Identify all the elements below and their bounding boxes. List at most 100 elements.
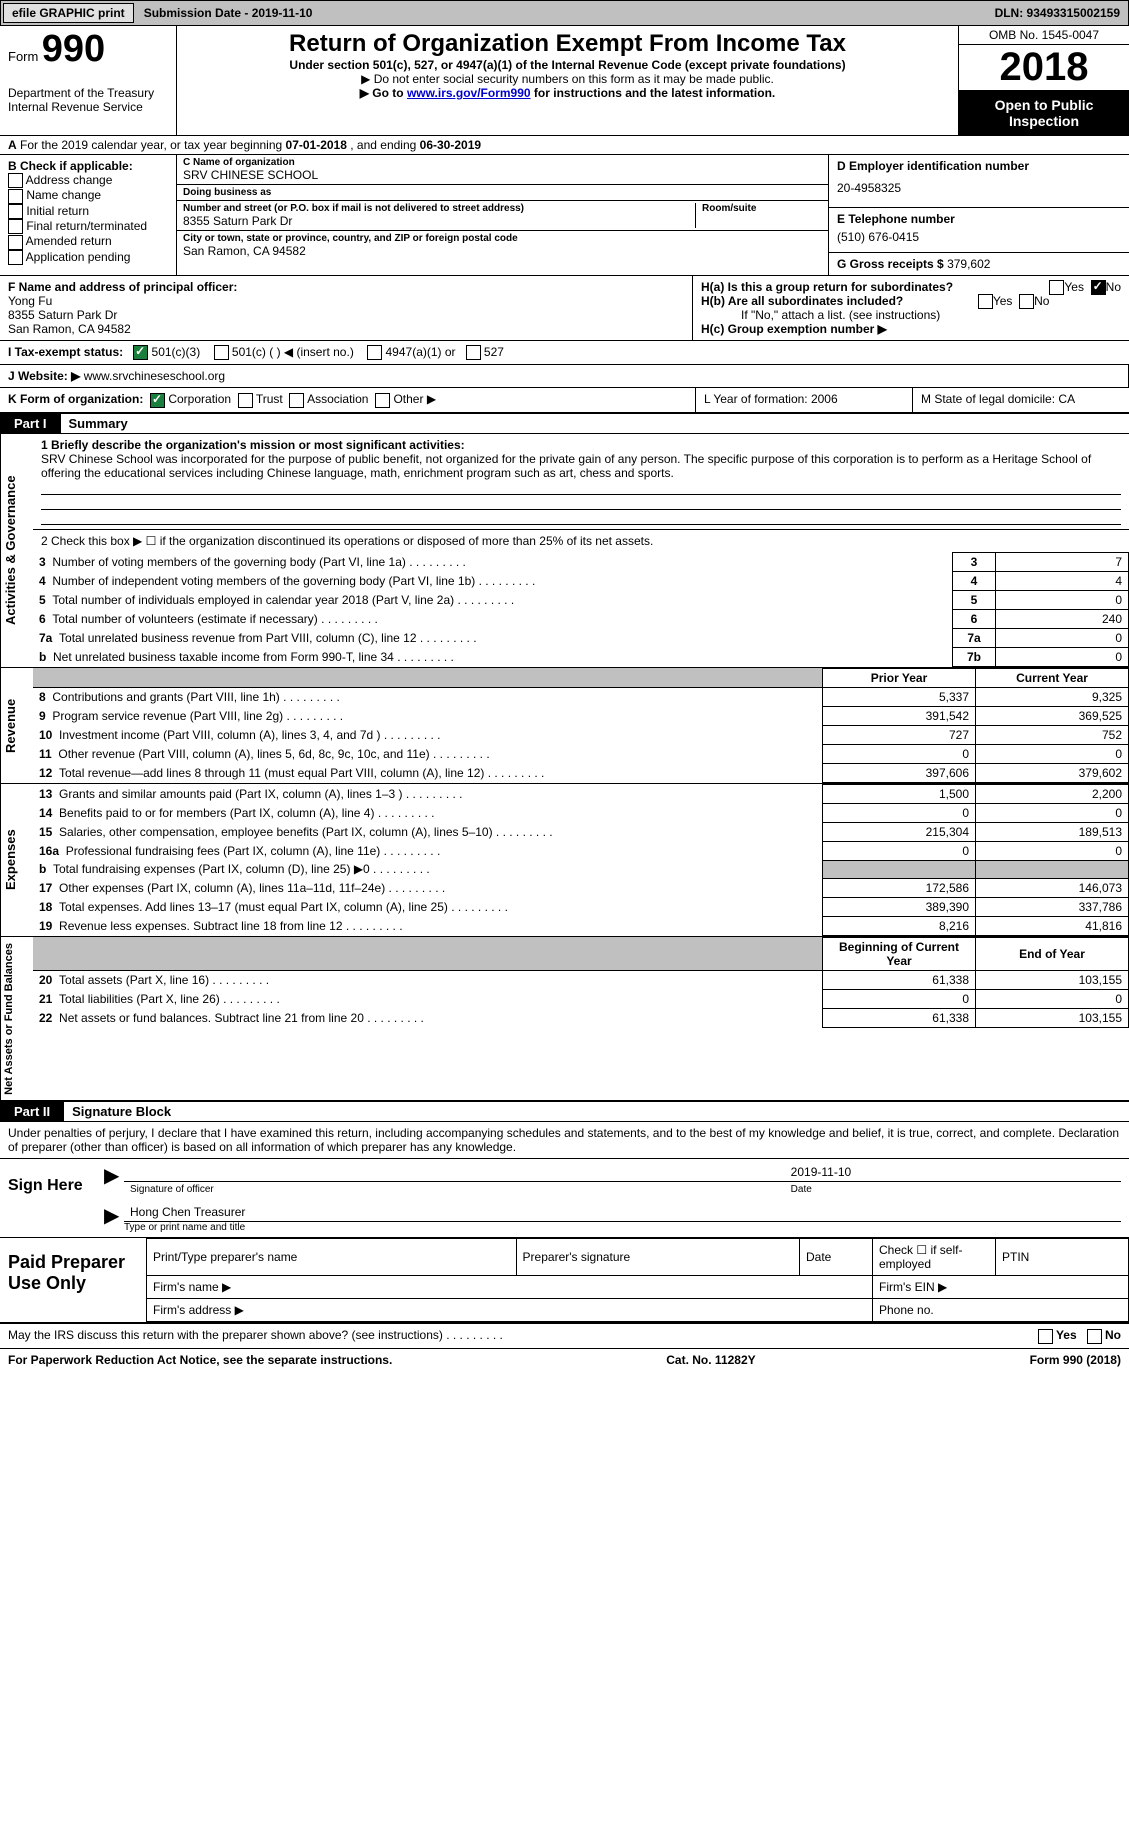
check-name-change[interactable]: Name change bbox=[8, 188, 168, 203]
side-expenses: Expenses bbox=[0, 784, 33, 936]
527-checkbox[interactable] bbox=[466, 345, 481, 360]
warning-2: ▶ Go to www.irs.gov/Form990 for instruct… bbox=[185, 86, 950, 100]
officer-typed-name: Hong Chen Treasurer bbox=[124, 1203, 1121, 1221]
tax-status: I Tax-exempt status: 501(c)(3) 501(c) ( … bbox=[0, 341, 1129, 365]
section-fh: F Name and address of principal officer:… bbox=[0, 276, 1129, 341]
side-netassets: Net Assets or Fund Balances bbox=[0, 937, 33, 1101]
efile-print-button[interactable]: efile GRAPHIC print bbox=[3, 3, 134, 23]
4947-checkbox[interactable] bbox=[367, 345, 382, 360]
prep-name-header: Print/Type preparer's name bbox=[147, 1239, 517, 1276]
form-number: 990 bbox=[42, 28, 105, 70]
prep-selfemp-header: Check ☐ if self-employed bbox=[873, 1239, 996, 1276]
check-initial-return[interactable]: Initial return bbox=[8, 204, 168, 219]
hb-no-checkbox[interactable] bbox=[1019, 294, 1034, 309]
expenses-section: Expenses 13 Grants and similar amounts p… bbox=[0, 784, 1129, 937]
paid-preparer: Paid Preparer Use Only Print/Type prepar… bbox=[0, 1238, 1129, 1324]
form-footer: Form 990 (2018) bbox=[1030, 1353, 1121, 1367]
discuss-no-checkbox[interactable] bbox=[1087, 1329, 1102, 1344]
ha-yes-checkbox[interactable] bbox=[1049, 280, 1064, 295]
col-c: C Name of organization SRV CHINESE SCHOO… bbox=[177, 155, 828, 275]
row-19: 19 Revenue less expenses. Subtract line … bbox=[33, 916, 1129, 935]
discuss-row: May the IRS discuss this return with the… bbox=[0, 1324, 1129, 1348]
tax-year: 2018 bbox=[959, 45, 1129, 91]
firm-address: Firm's address ▶ bbox=[147, 1299, 873, 1322]
governance-section: Activities & Governance 1 Briefly descri… bbox=[0, 434, 1129, 668]
row-22: 22 Net assets or fund balances. Subtract… bbox=[33, 1008, 1129, 1027]
ha-no-checkbox[interactable] bbox=[1091, 280, 1106, 295]
row-16a: 16a Professional fundraising fees (Part … bbox=[33, 841, 1129, 860]
form-subtitle: Under section 501(c), 527, or 4947(a)(1)… bbox=[185, 58, 950, 72]
officer-street: 8355 Saturn Park Dr bbox=[8, 308, 684, 322]
street: 8355 Saturn Park Dr bbox=[183, 214, 695, 228]
city: San Ramon, CA 94582 bbox=[183, 244, 822, 258]
firm-ein: Firm's EIN ▶ bbox=[873, 1276, 1129, 1299]
gov-row-3: 3 Number of voting members of the govern… bbox=[33, 552, 1129, 571]
year-formation: L Year of formation: 2006 bbox=[695, 388, 912, 411]
officer-name: Yong Fu bbox=[8, 294, 684, 308]
bottom-line: For Paperwork Reduction Act Notice, see … bbox=[0, 1349, 1129, 1371]
row-21: 21 Total liabilities (Part X, line 26)00 bbox=[33, 989, 1129, 1008]
part1-header: Part I Summary bbox=[0, 414, 1129, 434]
prep-ptin-header: PTIN bbox=[996, 1239, 1129, 1276]
check-address-change[interactable]: Address change bbox=[8, 173, 168, 188]
submission-date: Submission Date - 2019-11-10 bbox=[136, 4, 321, 22]
trust-checkbox[interactable] bbox=[238, 393, 253, 408]
501c-checkbox[interactable] bbox=[214, 345, 229, 360]
officer-city: San Ramon, CA 94582 bbox=[8, 322, 684, 336]
line-a: A For the 2019 calendar year, or tax yea… bbox=[0, 136, 1129, 155]
gross-receipts: 379,602 bbox=[947, 257, 990, 271]
perjury-text: Under penalties of perjury, I declare th… bbox=[0, 1122, 1129, 1159]
form990-link[interactable]: www.irs.gov/Form990 bbox=[407, 86, 531, 100]
topbar: efile GRAPHIC print Submission Date - 20… bbox=[0, 0, 1129, 26]
other-checkbox[interactable] bbox=[375, 393, 390, 408]
dln: DLN: 93493315002159 bbox=[995, 6, 1126, 20]
netassets-table: Beginning of Current YearEnd of Year20 T… bbox=[33, 937, 1129, 1028]
row-j: J Website: ▶ www.srvchineseschool.org bbox=[0, 365, 1129, 388]
mission-text: SRV Chinese School was incorporated for … bbox=[41, 452, 1121, 480]
open-to-public: Open to Public Inspection bbox=[959, 91, 1129, 135]
state-domicile: M State of legal domicile: CA bbox=[912, 388, 1129, 411]
row-13: 13 Grants and similar amounts paid (Part… bbox=[33, 784, 1129, 803]
cat-no: Cat. No. 11282Y bbox=[666, 1353, 755, 1367]
check-application-pending[interactable]: Application pending bbox=[8, 250, 168, 265]
sign-here-row: Sign Here ▶ 2019-11-10 Signature of offi… bbox=[0, 1159, 1129, 1238]
hb-yes-checkbox[interactable] bbox=[978, 294, 993, 309]
row-20: 20 Total assets (Part X, line 16)61,3381… bbox=[33, 970, 1129, 989]
revenue-section: Revenue Prior YearCurrent Year8 Contribu… bbox=[0, 668, 1129, 784]
gov-row-b: b Net unrelated business taxable income … bbox=[33, 647, 1129, 666]
gov-row-6: 6 Total number of volunteers (estimate i… bbox=[33, 609, 1129, 628]
firm-name: Firm's name ▶ bbox=[147, 1276, 873, 1299]
form-label: Form bbox=[8, 49, 38, 64]
gov-row-7a: 7a Total unrelated business revenue from… bbox=[33, 628, 1129, 647]
omb-number: OMB No. 1545-0047 bbox=[959, 26, 1129, 45]
netassets-section: Net Assets or Fund Balances Beginning of… bbox=[0, 937, 1129, 1103]
assoc-checkbox[interactable] bbox=[289, 393, 304, 408]
col-b: B Check if applicable: Address change Na… bbox=[0, 155, 177, 275]
side-governance: Activities & Governance bbox=[0, 434, 33, 667]
gov-row-4: 4 Number of independent voting members o… bbox=[33, 571, 1129, 590]
row-18: 18 Total expenses. Add lines 13–17 (must… bbox=[33, 897, 1129, 916]
row-k: K Form of organization: Corporation Trus… bbox=[0, 388, 1129, 413]
form-title: Return of Organization Exempt From Incom… bbox=[185, 30, 950, 58]
governance-table: 3 Number of voting members of the govern… bbox=[33, 552, 1129, 667]
org-name: SRV CHINESE SCHOOL bbox=[183, 168, 822, 182]
website-value: www.srvchineseschool.org bbox=[84, 369, 225, 383]
sig-date: 2019-11-10 bbox=[785, 1163, 1121, 1181]
corp-checkbox[interactable] bbox=[150, 393, 165, 408]
form-header: Form 990 Department of the Treasury Inte… bbox=[0, 26, 1129, 136]
501c3-checkbox[interactable] bbox=[133, 345, 148, 360]
discuss-yes-checkbox[interactable] bbox=[1038, 1329, 1053, 1344]
check-amended-return[interactable]: Amended return bbox=[8, 234, 168, 249]
prep-date-header: Date bbox=[800, 1239, 873, 1276]
gov-row-5: 5 Total number of individuals employed i… bbox=[33, 590, 1129, 609]
warning-1: ▶ Do not enter social security numbers o… bbox=[185, 72, 950, 86]
expenses-table: 13 Grants and similar amounts paid (Part… bbox=[33, 784, 1129, 936]
firm-phone: Phone no. bbox=[873, 1299, 1129, 1322]
row-b: b Total fundraising expenses (Part IX, c… bbox=[33, 860, 1129, 878]
row-17: 17 Other expenses (Part IX, column (A), … bbox=[33, 878, 1129, 897]
check-final-return-terminated[interactable]: Final return/terminated bbox=[8, 219, 168, 234]
row-9: 9 Program service revenue (Part VIII, li… bbox=[33, 706, 1129, 725]
row-8: 8 Contributions and grants (Part VIII, l… bbox=[33, 687, 1129, 706]
row-11: 11 Other revenue (Part VIII, column (A),… bbox=[33, 744, 1129, 763]
section-bcd: B Check if applicable: Address change Na… bbox=[0, 155, 1129, 276]
